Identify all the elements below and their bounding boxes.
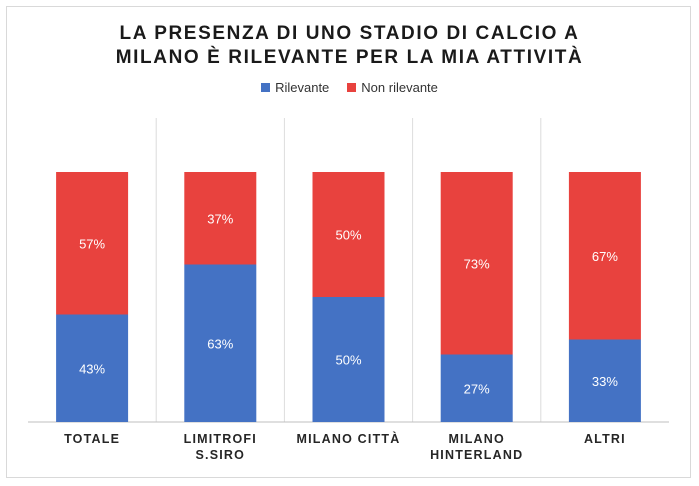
category-label: HINTERLAND bbox=[430, 448, 523, 462]
bar-non-rilevante bbox=[312, 172, 385, 297]
bar-rilevante bbox=[184, 264, 257, 422]
bar-non-rilevante bbox=[440, 172, 513, 355]
category-label: ALTRI bbox=[584, 432, 626, 446]
data-label-rilevante: 63% bbox=[207, 336, 233, 351]
data-label-rilevante: 43% bbox=[79, 361, 105, 376]
data-label-non-rilevante: 73% bbox=[464, 256, 490, 271]
category-label: S.SIRO bbox=[196, 448, 246, 462]
bar-rilevante bbox=[312, 297, 385, 422]
data-label-rilevante: 27% bbox=[464, 381, 490, 396]
data-label-rilevante: 33% bbox=[592, 374, 618, 389]
bar-non-rilevante bbox=[568, 172, 641, 340]
data-label-non-rilevante: 37% bbox=[207, 211, 233, 226]
legend-swatch-non-rilevante bbox=[347, 83, 357, 92]
legend-label-rilevante: Rilevante bbox=[275, 80, 330, 95]
data-label-non-rilevante: 67% bbox=[592, 249, 618, 264]
chart-title: LA PRESENZA DI UNO STADIO DI CALCIO A MI… bbox=[0, 22, 699, 70]
category-label: MILANO bbox=[448, 432, 505, 446]
legend-item-rilevante: Rilevante bbox=[261, 80, 329, 95]
category-label: MILANO CITTÀ bbox=[297, 431, 401, 446]
bar-non-rilevante bbox=[184, 172, 257, 265]
legend-swatch-rilevante bbox=[261, 83, 271, 92]
data-label-non-rilevante: 57% bbox=[79, 236, 105, 251]
chart-title-line-2: MILANO È RILEVANTE PER LA MIA ATTIVITÀ bbox=[115, 47, 584, 68]
legend-label-non-rilevante: Non rilevante bbox=[361, 80, 438, 95]
bar-rilevante bbox=[568, 339, 641, 422]
data-label-non-rilevante: 50% bbox=[335, 228, 361, 243]
chart-title-line-1: LA PRESENZA DI UNO STADIO DI CALCIO A bbox=[119, 23, 580, 44]
bar-non-rilevante bbox=[56, 172, 129, 315]
bar-rilevante bbox=[440, 354, 513, 422]
bar-rilevante bbox=[56, 314, 129, 422]
data-label-rilevante: 50% bbox=[335, 353, 361, 368]
category-label: TOTALE bbox=[64, 432, 120, 446]
legend-item-non-rilevante: Non rilevante bbox=[347, 80, 438, 95]
category-label: LIMITROFI bbox=[184, 432, 257, 446]
chart-legend: Rilevante Non rilevante bbox=[0, 80, 699, 95]
